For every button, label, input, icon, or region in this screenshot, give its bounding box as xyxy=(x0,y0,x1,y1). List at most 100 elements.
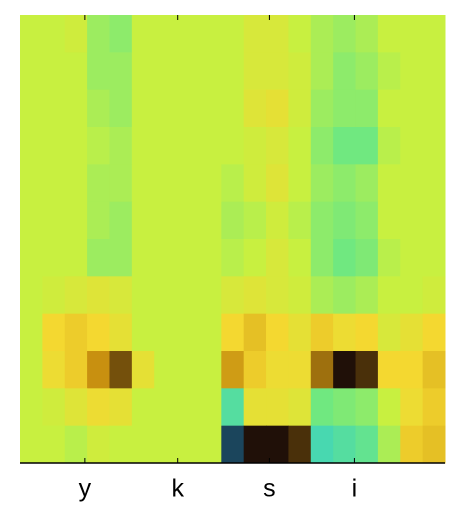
heatmap-cell xyxy=(87,164,110,203)
heatmap-cell xyxy=(243,313,267,352)
heatmap-cell xyxy=(310,201,334,240)
heatmap-cell xyxy=(131,239,155,277)
heatmap-cell xyxy=(355,239,379,277)
heatmap-cell xyxy=(42,52,66,91)
heatmap-cell xyxy=(20,388,43,427)
heatmap-cell xyxy=(109,276,133,315)
heatmap-cell xyxy=(176,313,200,352)
heatmap-cell xyxy=(243,425,267,464)
heatmap-cell xyxy=(109,351,133,389)
heatmap-cell xyxy=(64,52,88,91)
heatmap-cell xyxy=(154,313,178,352)
heatmap-cell xyxy=(377,127,401,165)
heatmap-cell xyxy=(288,52,312,91)
heatmap-cell xyxy=(176,15,200,53)
heatmap-cell xyxy=(20,351,43,389)
heatmap-cell xyxy=(288,89,312,128)
x-tick-label: i xyxy=(352,475,358,503)
heatmap-cell xyxy=(42,239,66,277)
heatmap-cell xyxy=(87,425,110,464)
heatmap-cell xyxy=(221,276,245,315)
heatmap-cell xyxy=(333,388,357,427)
heatmap-cell xyxy=(64,127,88,165)
heatmap-cell xyxy=(377,164,401,203)
heatmap-cell xyxy=(64,388,88,427)
heatmap-cell xyxy=(176,127,200,165)
heatmap-cell xyxy=(266,313,289,352)
heatmap-cell xyxy=(377,388,401,427)
heatmap-cell xyxy=(266,239,289,277)
heatmap-cell xyxy=(131,127,155,165)
heatmap-cell xyxy=(64,276,88,315)
heatmap-cell xyxy=(355,127,379,165)
heatmap-cell xyxy=(400,52,424,91)
heatmap-cell xyxy=(42,15,66,53)
heatmap-cell xyxy=(422,52,446,91)
heatmap-cell xyxy=(243,15,267,53)
heatmap-cell xyxy=(154,89,178,128)
heatmap-cell xyxy=(221,425,245,464)
heatmap-cell xyxy=(243,127,267,165)
heatmap-cell xyxy=(64,89,88,128)
heatmap-cell xyxy=(154,276,178,315)
heatmap-cell xyxy=(422,89,446,128)
heatmap-cell xyxy=(266,164,289,203)
heatmap-cell xyxy=(64,164,88,203)
heatmap-cell xyxy=(42,164,66,203)
heatmap-cell xyxy=(288,239,312,277)
heatmap-cell xyxy=(64,239,88,277)
heatmap-cell xyxy=(154,351,178,389)
heatmap-cell xyxy=(243,164,267,203)
heatmap-cell xyxy=(333,15,357,53)
heatmap-cell xyxy=(42,313,66,352)
heatmap-cell xyxy=(400,89,424,128)
heatmap-cell xyxy=(400,425,424,464)
heatmap-cell xyxy=(42,201,66,240)
heatmap-cell xyxy=(20,313,43,352)
heatmap-cell xyxy=(422,388,446,427)
heatmap-cell xyxy=(87,52,110,91)
heatmap-cell xyxy=(87,276,110,315)
heatmap-cell xyxy=(377,313,401,352)
heatmap-cell xyxy=(198,89,222,128)
heatmap-cell xyxy=(355,351,379,389)
heatmap-cell xyxy=(176,239,200,277)
heatmap-cell xyxy=(422,127,446,165)
heatmap-cell xyxy=(355,276,379,315)
heatmap-cell xyxy=(154,15,178,53)
heatmap-cell xyxy=(422,164,446,203)
heatmap-cell xyxy=(400,201,424,240)
heatmap-cell xyxy=(109,127,133,165)
heatmap-cell xyxy=(109,388,133,427)
heatmap-cell xyxy=(131,388,155,427)
heatmap-cell xyxy=(422,351,446,389)
heatmap-cell xyxy=(422,425,446,464)
heatmap-cell xyxy=(400,351,424,389)
heatmap-cell xyxy=(288,313,312,352)
heatmap-cell xyxy=(42,425,66,464)
heatmap-cell xyxy=(131,201,155,240)
heatmap-cell xyxy=(42,388,66,427)
heatmap-cell xyxy=(333,276,357,315)
heatmap-cell xyxy=(422,313,446,352)
heatmap-cell xyxy=(154,127,178,165)
heatmap-cell xyxy=(266,425,289,464)
heatmap-cell xyxy=(333,351,357,389)
heatmap-cell xyxy=(355,425,379,464)
heatmap-cell xyxy=(377,15,401,53)
heatmap-cell xyxy=(400,127,424,165)
heatmap-cell xyxy=(422,15,446,53)
heatmap-cell xyxy=(333,201,357,240)
heatmap-cell xyxy=(198,425,222,464)
heatmap-cell xyxy=(310,15,334,53)
heatmap-cell xyxy=(288,15,312,53)
heatmap-cell xyxy=(243,351,267,389)
heatmap-cell xyxy=(266,276,289,315)
heatmap-cell xyxy=(87,15,110,53)
heatmap-cell xyxy=(333,164,357,203)
heatmap-cell xyxy=(131,276,155,315)
heatmap-cell xyxy=(109,201,133,240)
heatmap-cell xyxy=(154,239,178,277)
heatmap-cell xyxy=(131,164,155,203)
heatmap-cell xyxy=(288,201,312,240)
